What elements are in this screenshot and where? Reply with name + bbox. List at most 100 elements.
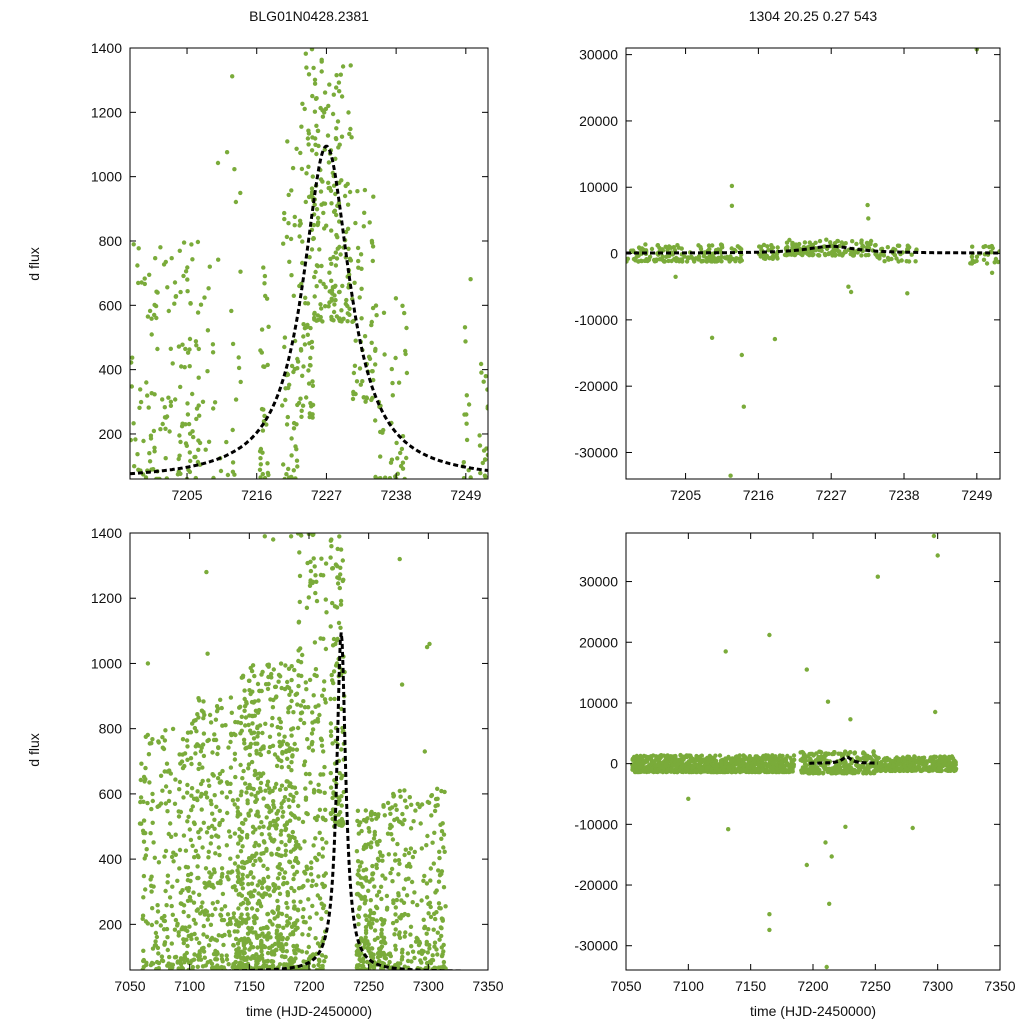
data-point <box>262 273 268 279</box>
data-point <box>307 956 312 962</box>
data-point <box>189 242 194 247</box>
data-point <box>236 892 241 897</box>
data-point <box>287 838 292 844</box>
data-point <box>382 918 387 923</box>
data-point <box>282 870 288 875</box>
data-point <box>363 928 369 933</box>
data-point <box>217 808 222 813</box>
data-point <box>246 766 251 771</box>
data-point <box>266 874 271 880</box>
data-point <box>267 918 272 924</box>
data-point <box>289 273 294 278</box>
data-point <box>314 207 320 212</box>
data-point <box>363 399 368 404</box>
data-point <box>152 943 158 948</box>
data-point <box>406 850 412 856</box>
data-point <box>231 911 237 916</box>
data-point <box>240 917 246 922</box>
data-point <box>207 264 212 269</box>
data-point <box>144 847 149 852</box>
data-point <box>427 946 432 951</box>
data-point <box>694 753 699 759</box>
data-point <box>290 812 295 818</box>
data-point <box>257 467 263 472</box>
data-point <box>741 404 746 409</box>
data-point <box>141 438 146 444</box>
data-point <box>141 799 146 804</box>
data-point <box>196 447 201 452</box>
data-point <box>292 741 297 747</box>
data-point <box>284 936 290 942</box>
data-point <box>435 786 440 791</box>
data-point <box>190 804 195 809</box>
data-point <box>172 801 178 806</box>
data-point <box>187 924 192 929</box>
data-point <box>441 885 447 890</box>
data-point <box>322 90 328 95</box>
data-point <box>410 854 416 860</box>
data-point <box>194 416 199 422</box>
data-point <box>225 472 231 478</box>
data-point <box>167 895 173 900</box>
data-point <box>169 903 174 909</box>
data-point <box>181 833 187 838</box>
data-point <box>307 677 313 683</box>
data-point <box>279 828 284 834</box>
data-point <box>236 920 242 925</box>
data-point <box>276 934 282 939</box>
data-point <box>256 698 261 703</box>
data-point <box>482 473 488 478</box>
data-point <box>271 799 276 804</box>
data-point <box>751 759 757 764</box>
data-point <box>364 917 369 922</box>
x-tick-label: 7200 <box>293 978 324 994</box>
data-point <box>839 769 844 774</box>
data-point <box>780 753 785 759</box>
data-point <box>329 228 334 233</box>
data-point <box>199 708 205 713</box>
data-point <box>359 828 364 834</box>
data-point <box>981 257 987 262</box>
data-point <box>212 400 218 405</box>
data-point <box>200 900 205 905</box>
data-point <box>402 934 407 939</box>
data-point <box>217 820 222 826</box>
data-point <box>236 841 241 846</box>
data-point <box>307 255 312 260</box>
data-point <box>141 818 147 823</box>
data-point <box>873 760 878 765</box>
data-point <box>241 737 247 742</box>
data-point <box>328 785 334 790</box>
data-point <box>144 962 149 968</box>
data-point <box>152 392 157 397</box>
data-point <box>281 925 286 930</box>
data-point <box>357 953 362 958</box>
data-point <box>326 180 331 185</box>
data-point <box>913 259 918 264</box>
data-point <box>162 913 167 919</box>
data-point <box>233 936 239 942</box>
data-point <box>424 881 430 886</box>
data-point <box>195 310 201 315</box>
data-point <box>284 900 289 906</box>
data-point <box>187 364 192 369</box>
data-point <box>785 768 790 773</box>
data-point <box>355 189 360 194</box>
data-point <box>347 189 353 195</box>
data-point <box>360 379 365 384</box>
data-point <box>235 720 241 725</box>
data-point <box>167 429 172 434</box>
data-point <box>279 947 284 952</box>
data-point <box>434 910 439 915</box>
model-curve <box>809 755 878 765</box>
data-point <box>313 573 318 578</box>
data-point <box>290 864 295 869</box>
data-point <box>742 754 747 759</box>
data-point <box>297 218 303 223</box>
data-point <box>387 825 393 831</box>
data-point <box>306 381 312 386</box>
data-point <box>282 335 288 340</box>
data-point <box>197 413 202 418</box>
data-point <box>329 672 334 678</box>
data-point <box>301 334 306 339</box>
